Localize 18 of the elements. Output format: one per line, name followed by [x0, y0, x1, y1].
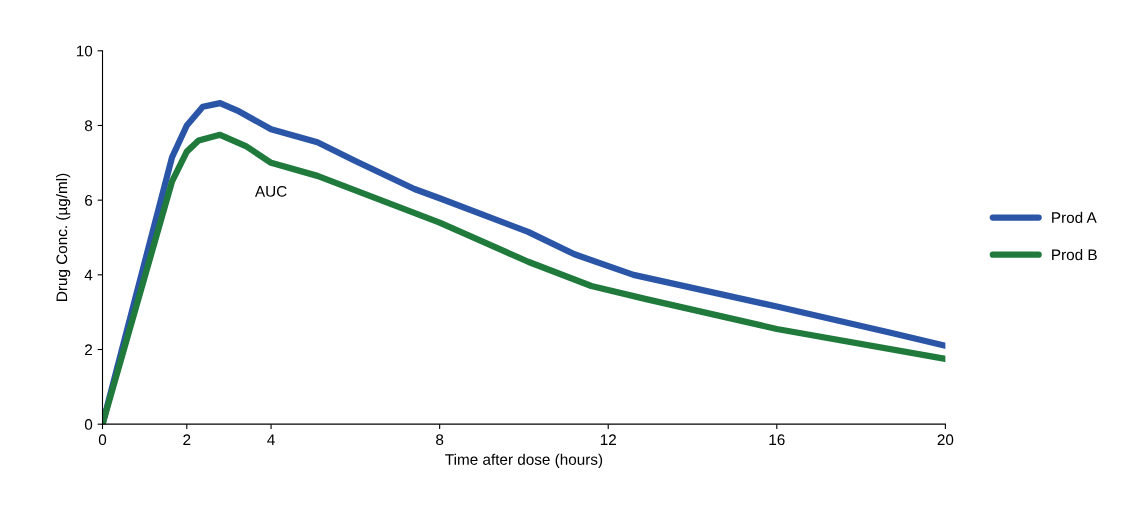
x-tick-label: 12 [600, 434, 616, 445]
y-tick-label: 0 [84, 419, 93, 430]
y-tick-label: 6 [85, 195, 93, 206]
y-axis-title: Drug Conc. (µg/ml) [56, 173, 71, 301]
x-tick-label: 4 [267, 434, 275, 445]
annotation: AUC [254, 185, 287, 197]
legend-label: Prod A [1052, 211, 1097, 224]
x-axis-title: Time after dose (hours) [445, 453, 603, 468]
x-tick-label: 0 [98, 434, 107, 446]
y-tick-label: 8 [84, 120, 93, 132]
y-tick-label: 4 [84, 269, 93, 281]
y-tick-label: 2 [85, 344, 93, 356]
x-tick-label: 20 [937, 434, 954, 446]
x-tick-label: 8 [436, 434, 444, 446]
x-tick-label: 16 [769, 434, 785, 446]
x-tick-label: 2 [183, 434, 191, 445]
legend-label: Prod B [1052, 248, 1097, 261]
y-tick-label: 10 [76, 45, 93, 57]
